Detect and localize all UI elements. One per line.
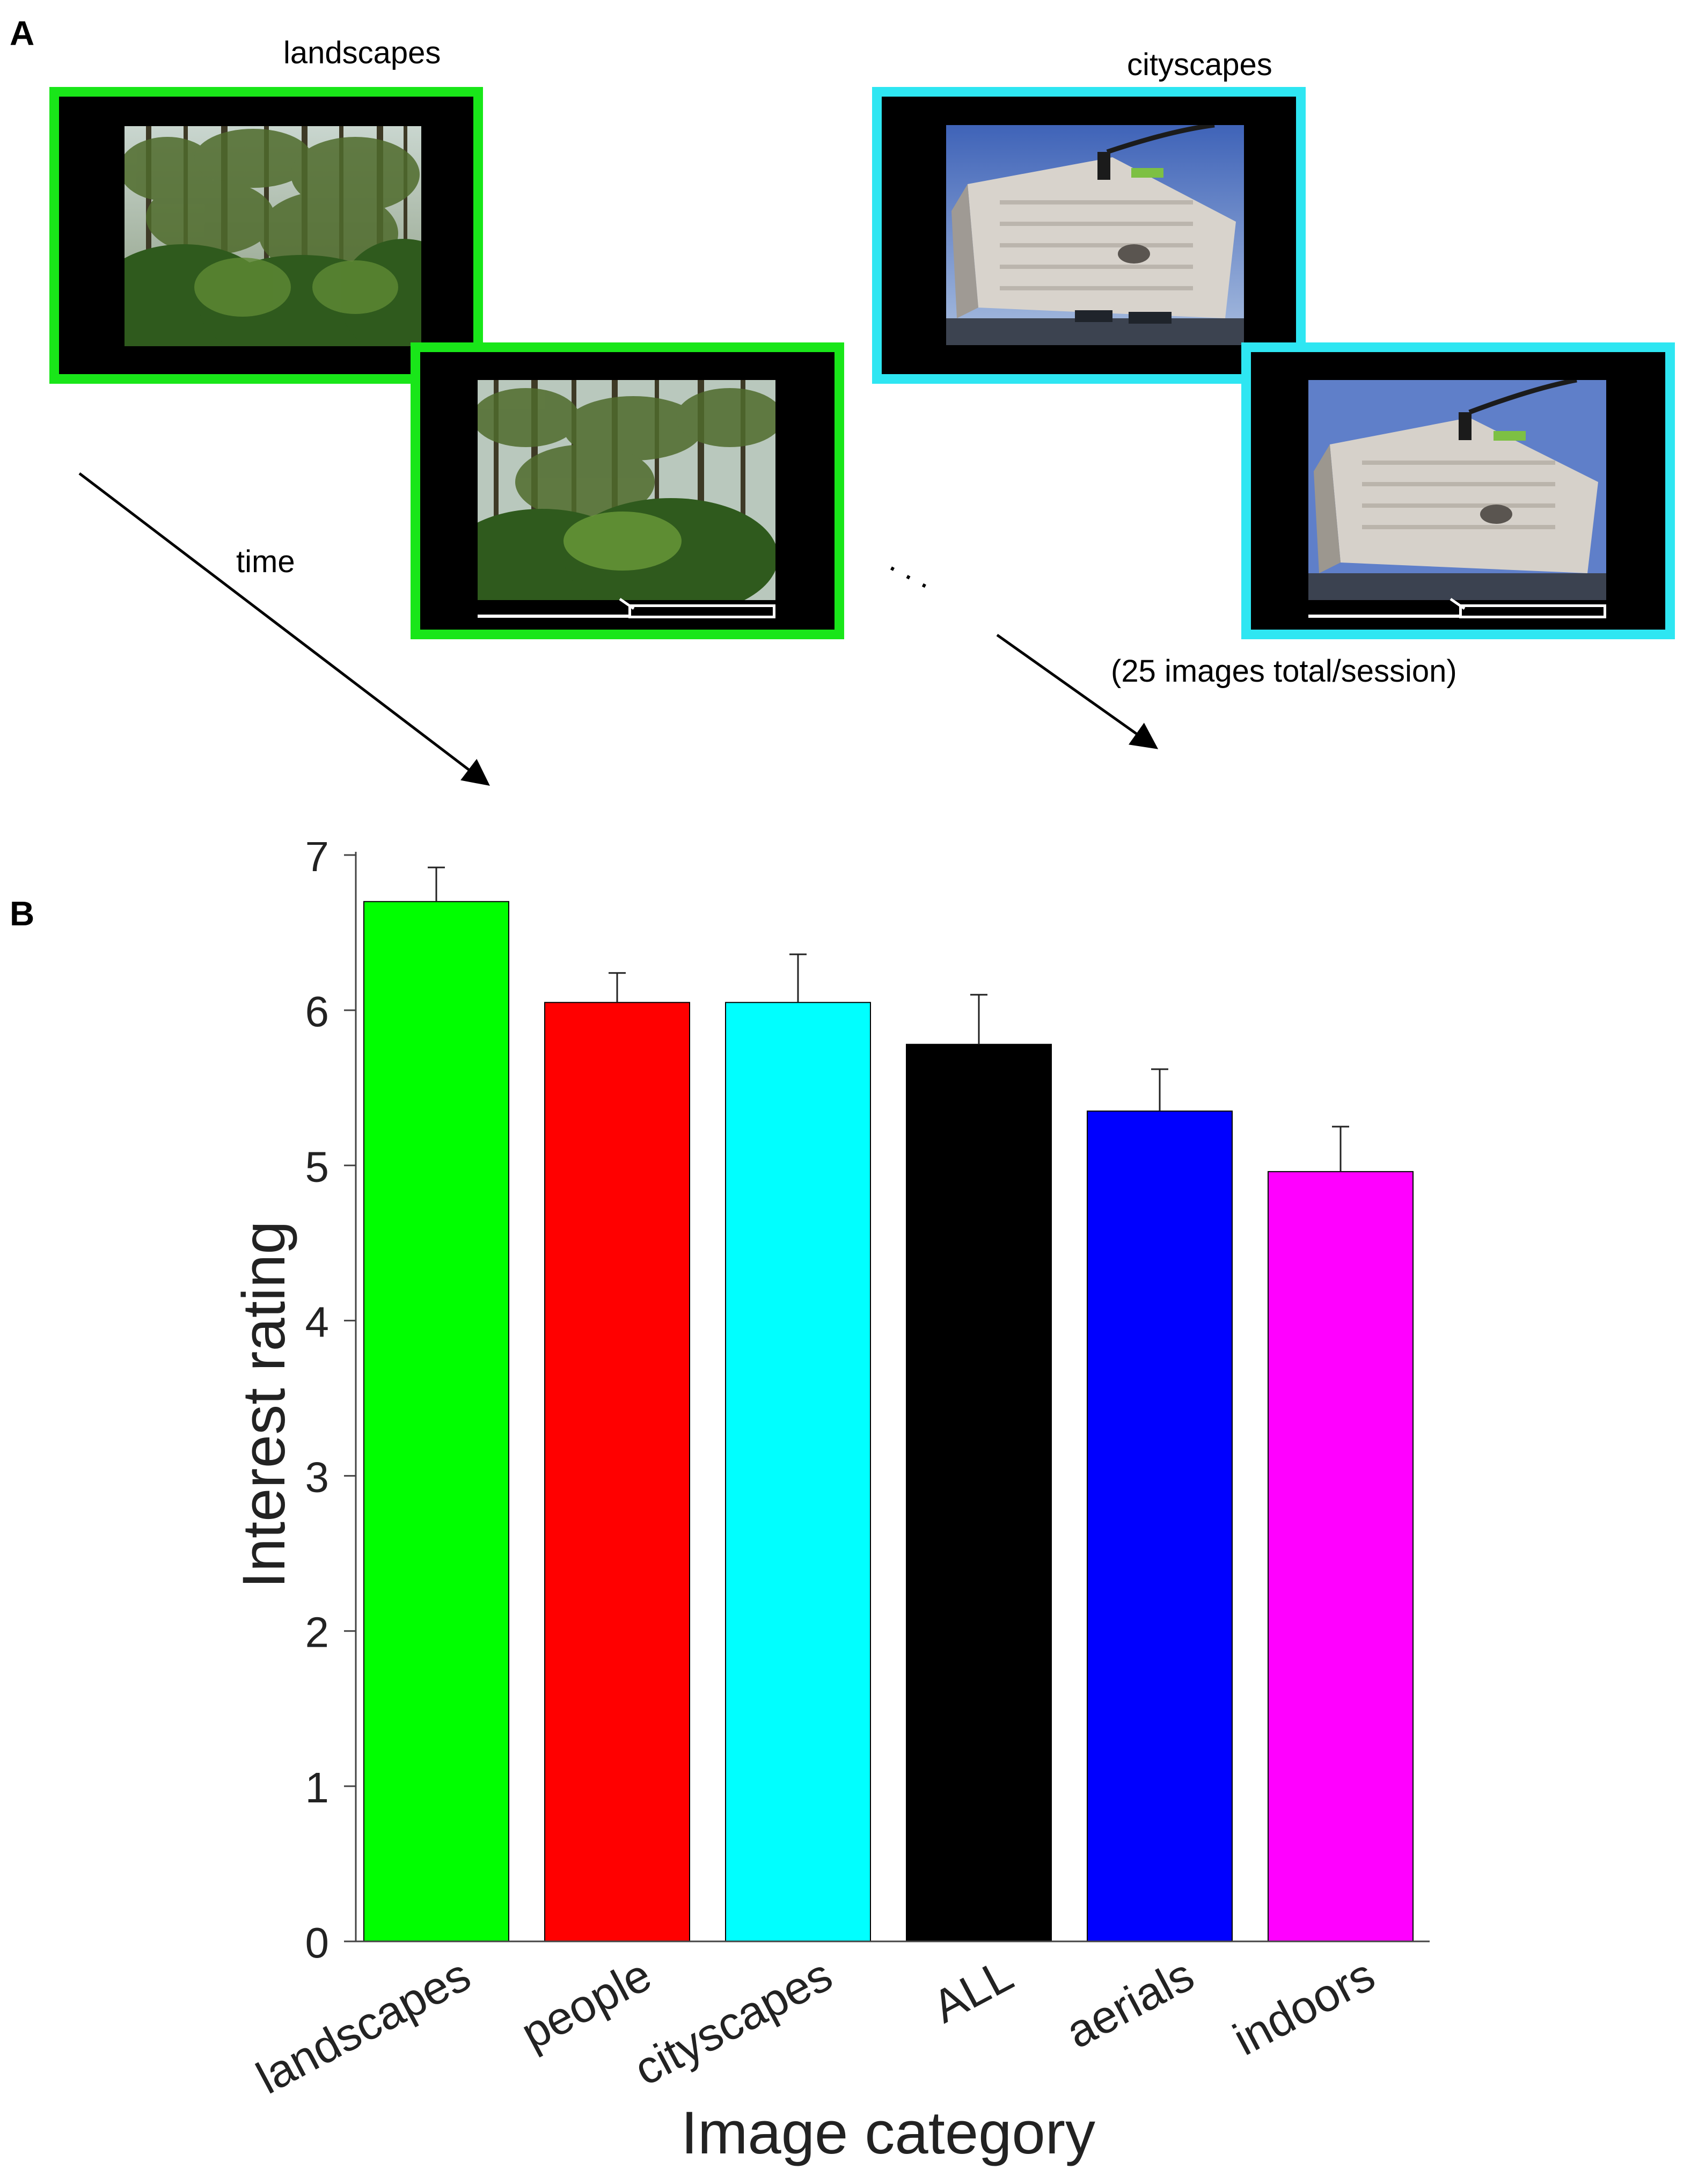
forest-photo-small (478, 380, 775, 600)
rating-cursor-icon-city (1450, 597, 1466, 610)
panel-label-b: B (10, 894, 35, 933)
y-tick-label-6: 6 (305, 988, 330, 1035)
error-bars-layer (428, 866, 1349, 1172)
bars-layer (363, 901, 1414, 1942)
x-tick-label-cityscapes: cityscapes (626, 1949, 840, 2095)
x-tick-label-people: people (513, 1949, 660, 2059)
y-tick-label-2: 2 (305, 1609, 330, 1656)
time-arrow (78, 472, 490, 786)
x-tick-label-aerials: aerials (1058, 1949, 1202, 2058)
building-photo (946, 125, 1244, 345)
time-label: time (236, 544, 295, 579)
y-ticks-layer: 0 1 2 3 4 5 6 7 (305, 842, 356, 1967)
y-tick-label-0: 0 (305, 1919, 330, 1967)
x-tick-label-indoors: indoors (1225, 1949, 1383, 2065)
y-tick-label-1: 1 (305, 1764, 330, 1812)
rating-scale-bar-city (1308, 615, 1606, 618)
rating-cursor-icon (619, 597, 635, 610)
building-photo-graphic (946, 125, 1244, 345)
rating-scale-bar (478, 615, 775, 618)
forest-photo-graphic (125, 126, 421, 346)
landscapes-title: landscapes (283, 35, 441, 70)
session-arrow (996, 633, 1159, 749)
building-photo-small (1308, 380, 1606, 600)
y-tick-label-3: 3 (305, 1453, 330, 1501)
cityscapes-title: cityscapes (1127, 47, 1272, 82)
bar-cityscapes (725, 1002, 871, 1942)
y-axis-label: Interest rating (230, 1221, 297, 1589)
y-tick-label-5: 5 (305, 1143, 330, 1190)
rating-scale-box (628, 604, 775, 618)
bar-all (906, 1043, 1052, 1942)
x-axis-label: Image category (681, 2099, 1095, 2166)
bar-indoors (1268, 1171, 1414, 1942)
landscape-trial-frame-1 (49, 87, 483, 384)
rating-scale-box-city (1459, 604, 1606, 618)
cityscape-trial-frame-1 (872, 87, 1306, 384)
bar-landscapes (363, 901, 509, 1942)
cityscape-trial-frame-2 (1241, 342, 1675, 639)
y-tick-label-4: 4 (305, 1298, 330, 1346)
panel-label-a: A (10, 14, 35, 53)
bar-aerials (1087, 1111, 1233, 1942)
x-tick-label-landscapes: landscapes (248, 1949, 479, 2104)
session-note: (25 images total/session) (1111, 654, 1457, 689)
bar-people (544, 1002, 690, 1942)
landscape-trial-frame-2 (411, 342, 844, 639)
building-photo-small-graphic (1308, 380, 1606, 600)
y-tick-label-7: 7 (305, 842, 330, 880)
x-tick-label-all: ALL (925, 1949, 1021, 2033)
forest-photo-small-graphic (478, 380, 775, 600)
time-arrows (78, 472, 1159, 786)
forest-photo (125, 126, 421, 346)
axes-layer (355, 852, 1430, 1942)
